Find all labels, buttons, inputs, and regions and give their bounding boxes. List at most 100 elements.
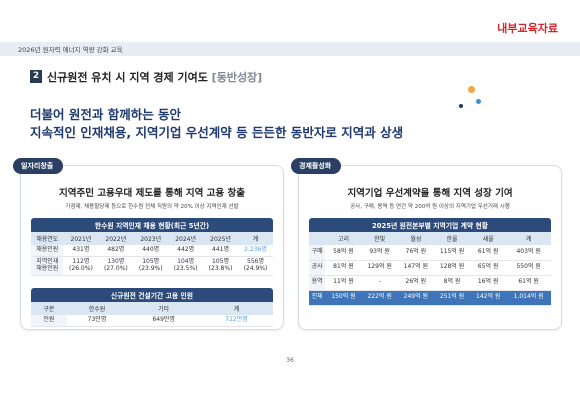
column-header: 2021년 — [63, 232, 99, 245]
table-cell: 403억 원 — [506, 245, 551, 261]
table-cell: 8억 원 — [433, 275, 471, 291]
table-row: 지역인재 채용인원 112명 (26.0%) 130명 (27.0%) 105명 (2… — [31, 256, 273, 276]
data-table: 구분 한수원 기타 계 인원 73만명 649만명 722만명 — [31, 302, 273, 327]
row-header: 전체 — [309, 290, 326, 306]
headline: 지속적인 인재채용, 지역기업 우선계약 등 든든한 동반자로 지역과 상생 — [30, 125, 404, 140]
column-header: 계 — [200, 302, 273, 315]
table-cell: 93억 원 — [361, 245, 398, 261]
table-cell: 81억 원 — [325, 260, 362, 276]
row-header: 공사 — [309, 260, 326, 276]
column-header: 한울 — [433, 232, 471, 245]
table-cell: 249억 원 — [397, 290, 434, 306]
headline: 더불어 원전과 함께하는 동안 — [30, 107, 182, 122]
table-cell: 556명 (24.9%) — [238, 256, 273, 276]
column-header: 고리 — [325, 232, 362, 245]
decor-dot — [459, 104, 463, 108]
table-cell: 441명 — [203, 245, 238, 257]
header-row: 채용연도 2021년 2022년 2023년 2024년 2025년 계 — [31, 232, 273, 245]
card: 경제활성화 지역기업 우선계약을 통해 지역 성장 기여 공사, 구매, 용역 등 … — [291, 158, 562, 330]
table-cell: 115억 원 — [433, 245, 471, 261]
decor-dot — [468, 86, 475, 93]
column-header: 계 — [238, 232, 273, 245]
decor-dot — [476, 99, 481, 104]
table-block: 한수원 지역인재 채용 현황(최근 5년간) 채용연도 2021년 2022년 2023… — [31, 218, 273, 276]
table-cell: 105명 (23.8%) — [203, 256, 238, 276]
header-bar — [0, 42, 580, 56]
table-cell: 128억 원 — [433, 260, 471, 276]
table-title: 한수원 지역인재 채용 현황(최근 5년간) — [31, 218, 273, 232]
column-header: 2025년 — [203, 232, 238, 245]
corner-cell — [309, 232, 326, 245]
table-cell: 105명 (23.9%) — [133, 256, 169, 276]
table-cell: 112명 (26.0%) — [63, 256, 99, 276]
page-number: 36 — [286, 357, 294, 364]
table-cell: 130명 (27.0%) — [98, 256, 134, 276]
table-row: 인원 73만명 649만명 722만명 — [31, 315, 273, 327]
column-header: 새울 — [470, 232, 507, 245]
column-header: 채용연도 — [31, 232, 64, 245]
header-row: 고리 한빛 월성 한울 새울 계 — [309, 232, 551, 245]
table-cell: 147억 원 — [397, 260, 434, 276]
table-cell: 550억 원 — [506, 260, 551, 276]
column-header: 한빛 — [361, 232, 398, 245]
table-cell: 440명 — [133, 245, 169, 257]
row-header: 구매 — [309, 245, 326, 261]
card-subtitle: 가점제, 채용할당제 등으로 한수원 전체 직원의 약 20% 이상 지역인재 … — [65, 204, 239, 210]
table-row: 공사 81억 원 129억 원 147억 원 128억 원 65억 원 550억 원 — [309, 260, 551, 276]
section-tag: [동반성장] — [211, 71, 263, 84]
table-block: 신규원전 건설기간 고용 인원 구분 한수원 기타 계 인원 73만명 649만명 722만명 — [31, 288, 273, 327]
column-header: 2023년 — [133, 232, 169, 245]
table-cell: 222억 원 — [361, 290, 398, 306]
table-title: 2025년 원전본부별 지역기업 계약 현황 — [309, 218, 551, 232]
column-header: 월성 — [397, 232, 434, 245]
section-heading: 신규원전 유치 시 지역 경제 기여도 [동반성장] — [47, 69, 262, 85]
table-cell: 76억 원 — [397, 245, 434, 261]
table-cell: 1,014억 원 — [506, 290, 551, 306]
course-title: 2026년 원자력 에너지 역량 강화 교육 — [18, 46, 123, 54]
table-cell: - — [361, 275, 398, 291]
data-table: 채용연도 2021년 2022년 2023년 2024년 2025년 계 채용인원 431명 48… — [31, 232, 273, 276]
table-row: 구매 58억 원 93억 원 76억 원 115억 원 61억 원 403억 원 — [309, 245, 551, 261]
table-block: 2025년 원전본부별 지역기업 계약 현황 고리 한빛 월성 한울 새울 계 구매 58억 원… — [309, 218, 551, 306]
row-header: 용역 — [309, 275, 326, 291]
table-cell: 58억 원 — [325, 245, 362, 261]
table-cell: 65억 원 — [470, 260, 507, 276]
card-tag: 일자리창출 — [13, 158, 64, 174]
card-subtitle: 공사, 구매, 용역 등 연간 약 200억 원 이상의 지역기업 우선거래 시… — [350, 204, 510, 210]
table-title: 신규원전 건설기간 고용 인원 — [31, 288, 273, 302]
table-row: 용역 11억 원 -26억 원 8억 원 16억 원 61억 원 — [309, 275, 551, 291]
column-header: 한수원 — [66, 302, 128, 315]
column-header: 2022년 — [98, 232, 134, 245]
table-row: 채용인원 431명 482명 440명 442명 441명 2,236명 — [31, 245, 273, 257]
table-cell: 442명 — [168, 245, 204, 257]
table-cell: 2,236명 — [238, 245, 273, 257]
table-cell: 61억 원 — [470, 245, 507, 261]
table-cell: 482명 — [98, 245, 134, 257]
column-header: 2024년 — [168, 232, 204, 245]
table-cell: 73만명 — [66, 315, 128, 327]
badge: 내부교육자료 — [497, 22, 558, 35]
table-cell: 649만명 — [127, 315, 201, 327]
card-title: 지역기업 우선계약을 통해 지역 성장 기여 — [347, 188, 513, 199]
table-cell: 16억 원 — [470, 275, 507, 291]
section-number: 2 — [30, 70, 42, 83]
row-header: 인원 — [31, 315, 67, 327]
table-cell: 104명 (23.5%) — [168, 256, 204, 276]
table-cell: 129억 원 — [361, 260, 398, 276]
table-cell: 61억 원 — [506, 275, 551, 291]
table-cell: 150억 원 — [325, 290, 362, 306]
table-cell: 26억 원 — [397, 275, 434, 291]
column-header: 기타 — [127, 302, 201, 315]
table-cell: 251억 원 — [433, 290, 471, 306]
column-header: 계 — [506, 232, 551, 245]
card-title: 지역주민 고용우대 제도를 통해 지역 고용 창출 — [59, 188, 245, 199]
table-cell: 722만명 — [200, 315, 273, 327]
table-cell: 11억 원 — [325, 275, 362, 291]
header-row: 구분 한수원 기타 계 — [31, 302, 273, 315]
table-cell: 431명 — [63, 245, 99, 257]
table-row: 전체 150억 원 222억 원 249억 원 251억 원 142억 원 1,014억 원 — [309, 290, 551, 306]
row-header: 지역인재 채용인원 — [31, 256, 64, 276]
row-header: 채용인원 — [31, 245, 64, 257]
